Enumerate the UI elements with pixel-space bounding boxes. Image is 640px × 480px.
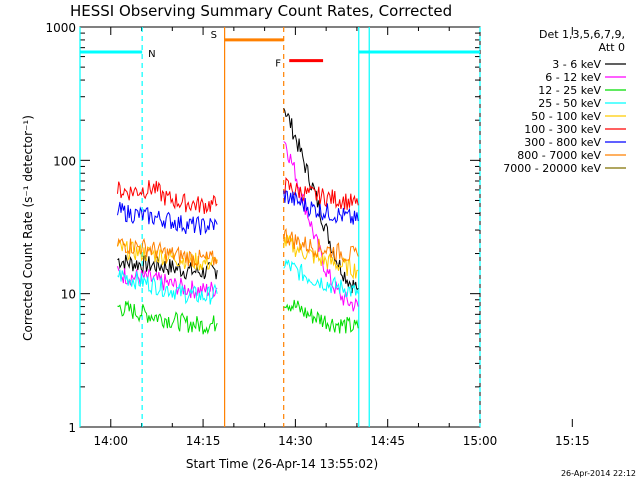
series-line xyxy=(283,234,359,280)
series-line xyxy=(117,269,218,305)
plot-frame xyxy=(79,26,481,428)
series-line xyxy=(283,299,359,334)
y-tick-label: 10 xyxy=(61,288,76,302)
series-line xyxy=(283,227,359,263)
plot-area: 14:0014:1514:3014:4515:0015:1515:3011010… xyxy=(45,21,590,448)
flag-label-F: F xyxy=(275,59,281,70)
x-tick-label: 15:00 xyxy=(463,434,498,448)
legend-header-line1: Det 1,3,5,6,7,9, xyxy=(539,28,625,41)
legend-label: 50 - 100 keV xyxy=(531,110,601,123)
series-line xyxy=(283,141,359,312)
series-3-6keV xyxy=(117,108,359,294)
series-100-300keV xyxy=(117,177,359,215)
x-tick-label: 14:30 xyxy=(278,434,313,448)
series-line xyxy=(117,300,218,335)
series-line xyxy=(283,177,359,210)
series-300-800keV xyxy=(117,190,359,236)
x-tick-label: 14:15 xyxy=(186,434,221,448)
legend-label: 800 - 7000 keV xyxy=(517,149,601,162)
x-tick-label: 14:00 xyxy=(93,434,128,448)
legend-label: 12 - 25 keV xyxy=(538,84,601,97)
legend-label: 100 - 300 keV xyxy=(524,123,601,136)
series-line xyxy=(283,190,359,225)
legend-label: 6 - 12 keV xyxy=(545,71,601,84)
flag-label-N: N xyxy=(148,49,155,60)
series-line xyxy=(117,254,218,280)
series-25-50keV xyxy=(117,258,359,305)
series-800-7000keV xyxy=(117,227,359,267)
legend-label: 25 - 50 keV xyxy=(538,97,601,110)
x-tick-label: 15:15 xyxy=(555,434,590,448)
y-tick-label: 1 xyxy=(68,421,76,435)
series-12-25keV xyxy=(117,299,359,335)
y-tick-label: 100 xyxy=(53,154,76,168)
series-50-100keV xyxy=(117,234,359,280)
legend-header-line2: Att 0 xyxy=(599,41,625,54)
legend-label: 7000 - 20000 keV xyxy=(503,162,601,175)
series-line xyxy=(117,266,218,299)
legend-label: 300 - 800 keV xyxy=(524,136,601,149)
y-axis-label: Corrected Count Rate (s⁻¹ detector⁻¹) xyxy=(21,115,35,341)
flag-label-S: S xyxy=(211,30,217,41)
x-axis-label: Start Time (26-Apr-14 13:55:02) xyxy=(186,457,378,471)
series-line xyxy=(117,201,218,236)
y-tick-label: 1000 xyxy=(45,21,76,35)
legend-label: 3 - 6 keV xyxy=(552,58,601,71)
series-line xyxy=(283,108,359,294)
x-tick-label: 14:45 xyxy=(370,434,405,448)
timestamp: 26-Apr-2014 22:12 xyxy=(561,469,636,478)
series-line xyxy=(117,180,218,215)
series-line xyxy=(117,237,218,267)
chart-title: HESSI Observing Summary Count Rates, Cor… xyxy=(70,2,452,20)
series-line xyxy=(283,258,359,298)
